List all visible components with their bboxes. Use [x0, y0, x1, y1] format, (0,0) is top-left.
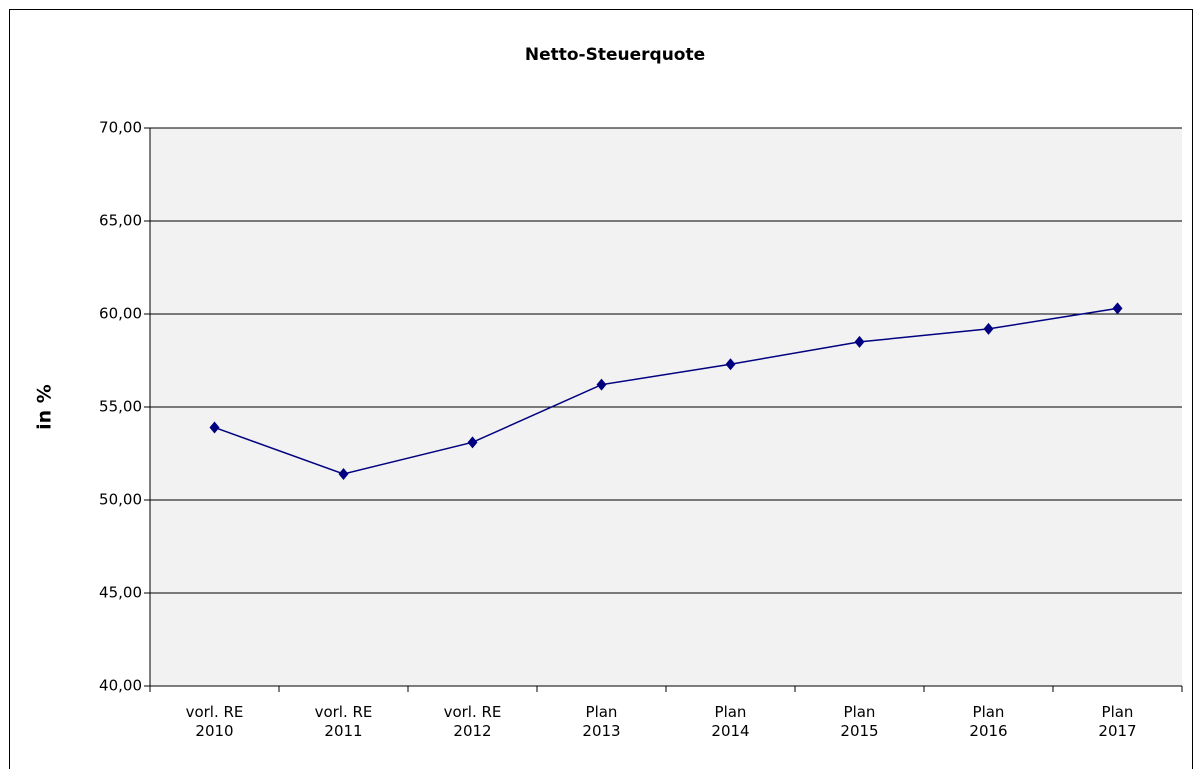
marker	[725, 358, 736, 371]
x-tick-label: Plan 2017	[1098, 703, 1136, 740]
y-tick-label: 70,00	[99, 119, 142, 137]
x-tick-label: vorl. RE 2012	[444, 703, 502, 740]
marker	[983, 322, 994, 335]
marker	[467, 436, 478, 449]
marker	[209, 421, 220, 434]
y-tick-label: 65,00	[99, 212, 142, 230]
marker	[1112, 302, 1123, 315]
line	[214, 307, 1118, 475]
x-tick-label: Plan 2013	[582, 703, 620, 740]
y-tick-label: 50,00	[99, 491, 142, 509]
y-tick-label: 45,00	[99, 584, 142, 602]
marker	[338, 467, 349, 480]
y-tick-label: 40,00	[99, 677, 142, 695]
y-tick-label: 55,00	[99, 398, 142, 416]
x-tick-label: vorl. RE 2010	[186, 703, 244, 740]
y-tick-label: 60,00	[99, 305, 142, 323]
x-tick-label: Plan 2015	[840, 703, 878, 740]
x-tick-label: Plan 2014	[711, 703, 749, 740]
x-tick-label: vorl. RE 2011	[315, 703, 373, 740]
marker	[854, 335, 865, 348]
x-tick-label: Plan 2016	[969, 703, 1007, 740]
marker	[596, 378, 607, 391]
chart-title: Netto-Steuerquote	[525, 45, 705, 65]
y-axis-title: in %	[34, 384, 56, 430]
